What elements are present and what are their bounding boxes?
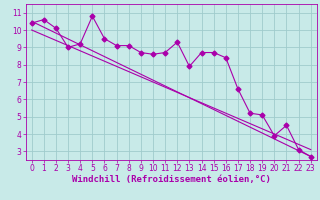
X-axis label: Windchill (Refroidissement éolien,°C): Windchill (Refroidissement éolien,°C): [72, 175, 271, 184]
